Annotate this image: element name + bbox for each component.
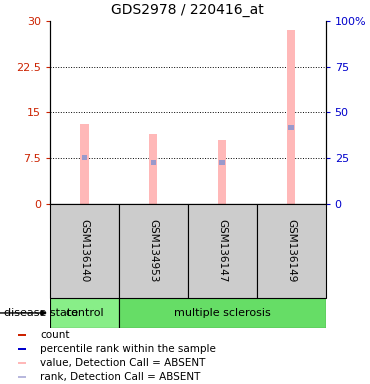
- Bar: [288, 125, 294, 130]
- Text: rank, Detection Call = ABSENT: rank, Detection Call = ABSENT: [40, 372, 201, 382]
- Text: GSM136149: GSM136149: [286, 219, 296, 282]
- Bar: [82, 156, 87, 161]
- Text: GSM136140: GSM136140: [80, 219, 90, 282]
- Bar: [50, 204, 119, 298]
- Title: GDS2978 / 220416_at: GDS2978 / 220416_at: [111, 3, 264, 17]
- Text: disease state: disease state: [4, 308, 78, 318]
- Bar: [151, 160, 156, 165]
- Text: count: count: [40, 330, 70, 340]
- Bar: [18, 376, 26, 378]
- Bar: [257, 204, 326, 298]
- Text: percentile rank within the sample: percentile rank within the sample: [40, 344, 216, 354]
- Bar: [119, 204, 188, 298]
- Text: GSM134953: GSM134953: [148, 219, 158, 282]
- Text: GSM136147: GSM136147: [217, 219, 227, 282]
- Bar: [18, 334, 26, 336]
- Bar: [80, 124, 88, 204]
- Bar: [149, 134, 158, 204]
- Bar: [119, 298, 326, 328]
- Bar: [218, 140, 226, 204]
- Bar: [18, 348, 26, 350]
- Bar: [18, 362, 26, 364]
- Bar: [188, 204, 257, 298]
- Bar: [287, 30, 295, 204]
- Text: value, Detection Call = ABSENT: value, Detection Call = ABSENT: [40, 358, 205, 368]
- Bar: [219, 160, 225, 165]
- Text: control: control: [65, 308, 104, 318]
- Text: multiple sclerosis: multiple sclerosis: [174, 308, 270, 318]
- Bar: [50, 298, 119, 328]
